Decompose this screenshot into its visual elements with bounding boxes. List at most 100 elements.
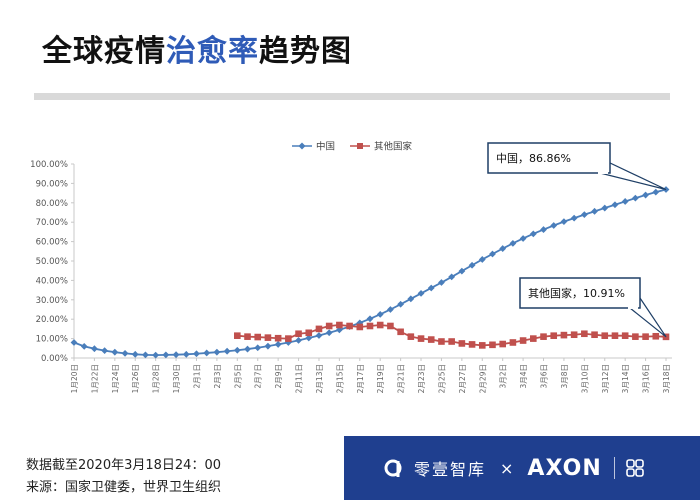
data-point bbox=[376, 310, 384, 318]
data-point bbox=[591, 207, 598, 215]
data-point bbox=[233, 346, 241, 354]
x-tick-label: 2月27日 bbox=[458, 364, 467, 393]
data-point bbox=[632, 333, 639, 340]
data-point bbox=[254, 344, 262, 352]
data-point bbox=[621, 198, 629, 205]
x-tick-label: 3月10日 bbox=[580, 364, 589, 393]
data-point bbox=[519, 337, 527, 344]
legend-label-1: 其他国家 bbox=[374, 141, 413, 153]
x-tick-label: 1月28日 bbox=[152, 364, 161, 393]
y-tick-label: 30.00% bbox=[36, 296, 68, 306]
y-tick-label: 60.00% bbox=[36, 238, 68, 248]
y-tick-label: 70.00% bbox=[36, 218, 68, 228]
data-point bbox=[264, 334, 272, 341]
data-point bbox=[478, 342, 486, 349]
data-point bbox=[417, 335, 425, 342]
callout-box-0 bbox=[487, 142, 611, 174]
data-point bbox=[601, 332, 609, 339]
data-point bbox=[478, 256, 486, 263]
data-point bbox=[387, 322, 394, 330]
x-tick-label: 2月21日 bbox=[397, 364, 406, 393]
data-point bbox=[519, 235, 527, 242]
x-tick-label: 2月25日 bbox=[437, 364, 446, 393]
data-point bbox=[509, 239, 517, 247]
data-point bbox=[91, 345, 98, 353]
data-point bbox=[325, 322, 333, 330]
callout-box-1 bbox=[519, 277, 641, 309]
data-point bbox=[295, 330, 302, 338]
data-point bbox=[264, 342, 272, 350]
data-point bbox=[580, 211, 588, 219]
x-tick-label: 3月8日 bbox=[560, 364, 569, 389]
data-point bbox=[315, 332, 323, 339]
callout-joint-1 bbox=[628, 306, 638, 309]
x-tick-label: 1月30日 bbox=[172, 364, 181, 393]
y-tick-label: 40.00% bbox=[36, 276, 68, 286]
x-tick-label: 2月7日 bbox=[254, 364, 263, 389]
data-point bbox=[366, 315, 374, 323]
data-point bbox=[611, 332, 619, 339]
callout-label-1: 其他国家，10.91% bbox=[528, 286, 625, 300]
x-tick-label: 2月19日 bbox=[376, 364, 385, 393]
title-divider bbox=[34, 93, 670, 100]
data-point bbox=[121, 349, 129, 357]
data-point bbox=[223, 347, 231, 355]
data-point bbox=[550, 332, 558, 339]
data-point bbox=[203, 349, 211, 357]
data-point bbox=[346, 322, 353, 330]
title-highlight: 治愈率 bbox=[166, 34, 259, 69]
title-part-3: 趋势图 bbox=[259, 34, 352, 69]
data-point bbox=[325, 329, 333, 337]
data-point bbox=[407, 295, 415, 303]
x-tick-label: 3月2日 bbox=[499, 364, 508, 389]
x-tick-label: 2月1日 bbox=[192, 364, 201, 389]
data-point bbox=[376, 321, 384, 329]
data-source-note: 来源：国家卫健委，世界卫生组织 bbox=[26, 480, 222, 495]
data-point bbox=[274, 341, 282, 348]
data-point bbox=[550, 222, 558, 229]
data-point bbox=[213, 348, 221, 356]
data-point bbox=[152, 351, 160, 359]
data-point bbox=[652, 332, 660, 340]
recovery-rate-line-chart: 0.00% 10.00% 20.00% 30.00% 40.00% 50.00% 60.00… bbox=[30, 141, 672, 393]
brand-banner: 零壹智库 × AXON bbox=[344, 436, 700, 500]
x-tick-label: 2月15日 bbox=[335, 364, 344, 393]
x-tick-label: 2月29日 bbox=[478, 364, 487, 393]
brand-separator bbox=[613, 457, 615, 479]
data-point bbox=[570, 214, 578, 222]
x-tick-label: 1月22日 bbox=[90, 364, 99, 393]
y-tick-label: 0.00% bbox=[41, 354, 68, 364]
x-tick-label: 2月3日 bbox=[213, 364, 222, 389]
data-point bbox=[458, 267, 466, 275]
x-tick-label: 3月16日 bbox=[642, 364, 651, 393]
data-point bbox=[336, 321, 343, 329]
x-tick-label: 3月18日 bbox=[662, 364, 671, 393]
data-point bbox=[131, 350, 139, 358]
data-point bbox=[529, 230, 537, 238]
y-tick-label: 10.00% bbox=[36, 335, 68, 345]
data-point bbox=[172, 351, 180, 359]
x-tick-label: 2月13日 bbox=[315, 364, 324, 393]
legend-marker-1 bbox=[357, 143, 363, 149]
data-point bbox=[438, 279, 445, 286]
data-point bbox=[387, 306, 394, 313]
data-point bbox=[509, 339, 517, 346]
data-point bbox=[621, 332, 629, 339]
data-point bbox=[489, 341, 496, 349]
data-point bbox=[468, 261, 476, 269]
data-point bbox=[244, 333, 251, 340]
data-point bbox=[407, 333, 415, 340]
legend-marker-0 bbox=[298, 142, 306, 150]
data-point bbox=[570, 331, 578, 339]
data-point bbox=[397, 300, 405, 308]
data-point bbox=[182, 350, 190, 358]
x-tick-label: 3月12日 bbox=[601, 364, 610, 393]
data-point bbox=[162, 351, 170, 359]
data-point bbox=[80, 342, 88, 350]
data-point bbox=[254, 333, 262, 341]
brand-times: × bbox=[500, 458, 514, 478]
data-point bbox=[530, 335, 537, 342]
data-point bbox=[601, 204, 609, 212]
data-point bbox=[315, 325, 323, 333]
callout-label-0: 中国，86.86% bbox=[496, 152, 571, 165]
